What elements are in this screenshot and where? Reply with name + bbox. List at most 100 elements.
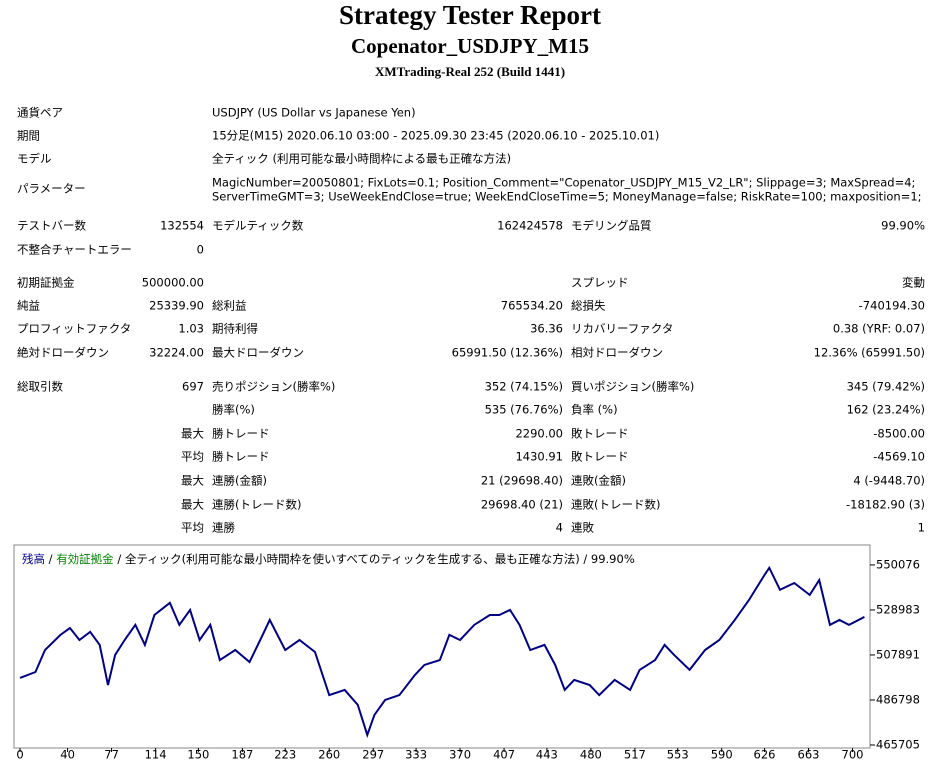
stat-value: 1430.91 bbox=[515, 450, 563, 464]
x-tick-label: 443 bbox=[536, 748, 558, 761]
stat-label: 純益 bbox=[17, 299, 40, 313]
info-label: パラメーター bbox=[17, 182, 86, 196]
stat-label: モデリング品質 bbox=[571, 219, 652, 233]
stat-label: モデルティック数 bbox=[212, 219, 304, 233]
info-value: ServerTimeGMT=3; UseWeekEndClose=true; W… bbox=[212, 190, 922, 204]
stat-label: 勝トレード bbox=[212, 450, 270, 464]
stat-label: 総利益 bbox=[212, 299, 247, 313]
legend-separator: / bbox=[583, 552, 587, 566]
stat-label: 不整合チャートエラー bbox=[17, 243, 132, 257]
legend: 残高 / 有効証拠金 / 全ティック(利用可能な最小時間枠を使いすべてのティック… bbox=[22, 552, 635, 566]
stat-label: 連勝(トレード数) bbox=[212, 498, 301, 512]
stat-value: 352 (74.15%) bbox=[485, 380, 563, 394]
stat-label: 敗トレード bbox=[571, 450, 629, 464]
stat-label: 売りポジション(勝率%) bbox=[212, 380, 335, 394]
info-value: 全ティック (利用可能な最小時間枠による最も正確な方法) bbox=[212, 152, 511, 166]
stat-label: テストバー数 bbox=[17, 219, 86, 233]
x-tick-label: 663 bbox=[798, 748, 820, 761]
stat-label: 連勝(金額) bbox=[212, 474, 267, 488]
stat-value: 65991.50 (12.36%) bbox=[452, 346, 563, 360]
stat-value: 平均 bbox=[181, 450, 204, 464]
balance-line bbox=[19, 565, 865, 739]
x-tick-label: 297 bbox=[362, 748, 384, 761]
stat-value: 1 bbox=[918, 521, 925, 535]
info-label: 期間 bbox=[17, 129, 40, 143]
info-label: 通貨ペア bbox=[17, 106, 63, 120]
legend-separator: / bbox=[117, 552, 121, 566]
legend-entry: 有効証拠金 bbox=[56, 552, 114, 566]
stat-value: -8500.00 bbox=[873, 427, 925, 441]
legend-note: 全ティック(利用可能な最小時間枠を使いすべてのティックを生成する、最も正確な方法… bbox=[125, 552, 580, 566]
stat-label: 勝トレード bbox=[212, 427, 270, 441]
x-tick-label: 700 bbox=[842, 748, 864, 761]
stat-label: プロフィットファクタ bbox=[17, 322, 131, 336]
stat-value: 4 bbox=[556, 521, 563, 535]
stat-value: 697 bbox=[182, 380, 204, 394]
stat-label: 最大ドローダウン bbox=[212, 346, 304, 360]
info-value: MagicNumber=20050801; FixLots=0.1; Posit… bbox=[212, 176, 915, 190]
stat-label: 連勝 bbox=[212, 521, 235, 535]
stat-label: リカバリーファクタ bbox=[571, 322, 673, 336]
report-build: XMTrading-Real 252 (Build 1441) bbox=[375, 64, 565, 79]
stat-value: 99.90% bbox=[881, 219, 925, 233]
x-tick-label: 626 bbox=[754, 748, 776, 761]
x-tick-label: 260 bbox=[318, 748, 340, 761]
stat-value: 500000.00 bbox=[142, 276, 204, 290]
stat-value: 4 (-9448.70) bbox=[853, 474, 925, 488]
stat-value: 32224.00 bbox=[149, 346, 204, 360]
y-tick-label: 550076 bbox=[876, 557, 920, 571]
stat-value: 25339.90 bbox=[149, 299, 204, 313]
stat-value: 12.36% (65991.50) bbox=[814, 346, 925, 360]
y-tick-label: 528983 bbox=[876, 602, 920, 616]
y-tick-label: 486798 bbox=[876, 692, 920, 706]
x-tick-label: 333 bbox=[405, 748, 427, 761]
x-tick-label: 553 bbox=[667, 748, 689, 761]
stat-value: 29698.40 (21) bbox=[481, 498, 563, 512]
stat-label: 買いポジション(勝率%) bbox=[571, 380, 694, 394]
stat-label: 連敗 bbox=[571, 521, 594, 535]
stat-value: 765534.20 bbox=[501, 299, 563, 313]
stat-value: 36.36 bbox=[530, 322, 563, 336]
x-tick-label: 407 bbox=[493, 748, 515, 761]
stat-label: 総取引数 bbox=[17, 380, 63, 394]
stat-value: 0.38 (YRF: 0.07) bbox=[833, 322, 925, 336]
y-tick-label: 465705 bbox=[876, 738, 920, 752]
x-tick-label: 590 bbox=[711, 748, 733, 761]
stat-value: 2290.00 bbox=[515, 427, 563, 441]
legend-separator: / bbox=[49, 552, 53, 566]
stat-value: 345 (79.42%) bbox=[847, 380, 925, 394]
x-tick-label: 77 bbox=[104, 748, 119, 761]
stat-value: 21 (29698.40) bbox=[481, 474, 563, 488]
legend-quality: 99.90% bbox=[591, 552, 635, 566]
stat-value: 最大 bbox=[181, 427, 204, 441]
stat-value: 平均 bbox=[181, 521, 204, 535]
stat-label: 相対ドローダウン bbox=[571, 346, 663, 360]
x-tick-label: 40 bbox=[60, 748, 75, 761]
stat-value: 535 (76.76%) bbox=[485, 403, 563, 417]
x-tick-label: 223 bbox=[274, 748, 296, 761]
stat-value: 162 (23.24%) bbox=[847, 403, 925, 417]
info-value: USDJPY (US Dollar vs Japanese Yen) bbox=[212, 106, 416, 120]
x-tick-label: 370 bbox=[449, 748, 471, 761]
stat-value: -18182.90 (3) bbox=[846, 498, 925, 512]
stat-value: 1.03 bbox=[178, 322, 204, 336]
stat-label: 期待利得 bbox=[212, 322, 258, 336]
x-tick-label: 114 bbox=[145, 748, 167, 761]
stat-label: 連敗(金額) bbox=[571, 474, 626, 488]
info-label: モデル bbox=[17, 152, 52, 166]
y-tick-label: 507891 bbox=[876, 647, 920, 661]
stat-value: -4569.10 bbox=[873, 450, 925, 464]
stat-label: 敗トレード bbox=[571, 427, 629, 441]
stat-value: 132554 bbox=[160, 219, 204, 233]
stat-value: 最大 bbox=[181, 498, 204, 512]
stat-value: 0 bbox=[197, 243, 204, 257]
plot-frame bbox=[13, 544, 871, 749]
x-tick-label: 150 bbox=[187, 748, 209, 761]
stat-label: 連敗(トレード数) bbox=[571, 498, 660, 512]
stat-value: -740194.30 bbox=[859, 299, 925, 313]
stat-value: 162424578 bbox=[497, 219, 563, 233]
legend-entry: 残高 bbox=[22, 552, 45, 566]
report-subtitle: Copenator_USDJPY_M15 bbox=[351, 34, 589, 58]
x-tick-label: 0 bbox=[16, 748, 23, 761]
